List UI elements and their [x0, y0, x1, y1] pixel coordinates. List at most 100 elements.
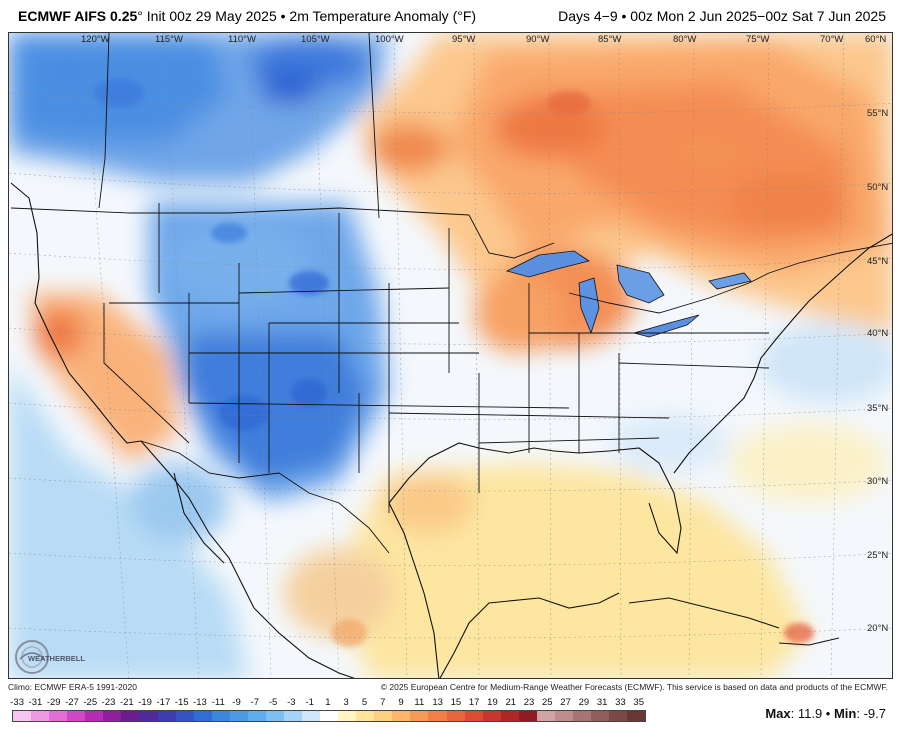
scale-tick-label: 27: [560, 697, 571, 708]
max-value: 11.9: [797, 706, 823, 721]
scale-swatch: [211, 711, 230, 721]
scale-swatch: [482, 711, 501, 721]
scale-tick-label: -25: [83, 697, 98, 708]
lat-label: 35°N: [867, 403, 888, 414]
lon-label: 90°W: [526, 34, 549, 45]
min-value: -9.7: [863, 706, 886, 721]
scale-tick-label: -31: [28, 697, 43, 708]
attribution-row: Climo: ECMWF ERA-5 1991-2020 © 2025 Euro…: [0, 682, 900, 694]
scale-swatch: [518, 711, 537, 721]
scale-tick-label: -3: [287, 697, 296, 708]
scale-swatch: [85, 711, 104, 721]
weatherbell-logo: WEATHERBELL: [15, 640, 85, 674]
scale-swatch: [554, 711, 573, 721]
lon-label: 85°W: [598, 34, 621, 45]
map-title: ECMWF AIFS 0.25° Init 00z 29 May 2025 • …: [18, 8, 476, 24]
scale-swatch: [283, 711, 302, 721]
scale-tick-label: -27: [65, 697, 79, 708]
scale-tick-label: 17: [468, 697, 480, 708]
scale-swatch: [31, 711, 50, 721]
climo-note: Climo: ECMWF ERA-5 1991-2020: [8, 682, 137, 692]
max-min-readout: Max: 11.9 • Min: -9.7: [765, 706, 886, 721]
scale-swatch: [193, 711, 212, 721]
great-lakes: [505, 250, 752, 338]
min-label: Min: [833, 706, 857, 721]
scale-swatch: [67, 711, 86, 721]
scale-swatch: [428, 711, 447, 721]
scale-swatch: [320, 711, 339, 721]
scale-tick-label: 11: [414, 697, 425, 708]
scale-tick-label: 5: [361, 697, 368, 708]
map-header: ECMWF AIFS 0.25° Init 00z 29 May 2025 • …: [0, 0, 900, 32]
lat-label: 20°N: [867, 623, 888, 634]
scale-swatch: [338, 711, 357, 721]
valid-range: Days 4−9 • 00z Mon 2 Jun 2025−00z Sat 7 …: [558, 8, 886, 24]
lon-label: 95°W: [452, 34, 475, 45]
scale-swatch: [464, 711, 483, 721]
lat-label: 25°N: [867, 550, 888, 561]
latitude-labels: 55°N 50°N 45°N 40°N 35°N 30°N 25°N 20°N: [867, 108, 888, 634]
scale-tick-label: 13: [432, 697, 443, 708]
lon-label: 100°W: [375, 34, 404, 45]
scale-tick-label: 21: [505, 697, 517, 708]
scale-tick-label: -7: [250, 697, 260, 708]
scale-swatch: [139, 711, 158, 721]
scale-tick-label: -17: [156, 697, 171, 708]
scale-swatch: [446, 711, 465, 721]
scale-tick-label: 23: [523, 697, 535, 708]
scale-swatch: [609, 711, 628, 721]
scale-tick-label: -23: [101, 697, 116, 708]
scale-tick-label: -15: [174, 697, 189, 708]
copyright-note: © 2025 European Centre for Medium-Range …: [380, 682, 888, 692]
scale-swatch: [374, 711, 393, 721]
scale-swatch: [13, 711, 32, 721]
scale-swatch: [536, 711, 555, 721]
color-scale: -33 -31 -29 -27 -25 -23 -21 -19 -17 -15 -13 -11 -9 -7…: [8, 697, 648, 737]
scale-tick-label: -1: [305, 697, 314, 708]
borders: [10, 33, 892, 554]
lon-label: 120°W: [81, 34, 110, 45]
lon-label: 115°W: [155, 34, 183, 45]
lon-label: 105°W: [301, 34, 330, 45]
lon-label: 70°W: [820, 34, 843, 45]
graticule: [9, 33, 892, 678]
scale-swatch: [591, 711, 610, 721]
anomaly-map[interactable]: 120°W 115°W 110°W 105°W 100°W 95°W 90°W …: [8, 32, 893, 679]
scale-tick-label: -19: [138, 697, 152, 708]
lat-label: 45°N: [867, 256, 888, 267]
scale-swatch: [247, 711, 266, 721]
scale-swatch: [302, 711, 321, 721]
scale-swatch: [157, 711, 176, 721]
scale-tick-label: 3: [343, 697, 349, 708]
scale-tick-label: 9: [398, 697, 404, 708]
scale-swatch: [103, 711, 122, 721]
scale-tick-label: -33: [10, 697, 24, 708]
scale-tick-label: 31: [596, 697, 608, 708]
scale-swatch: [500, 711, 519, 721]
scale-swatch: [121, 711, 140, 721]
lon-label: 75°W: [746, 34, 769, 45]
scale-tick-label: -21: [119, 697, 134, 708]
scale-swatch: [572, 711, 591, 721]
max-label: Max: [765, 706, 791, 721]
scale-tick-label: 7: [380, 697, 386, 708]
logo-text: WEATHERBELL: [28, 654, 85, 663]
scale-swatch: [265, 711, 284, 721]
lon-label: 110°W: [228, 34, 256, 45]
scale-tick-label: 1: [325, 697, 331, 708]
scale-tick-label: 25: [542, 697, 553, 708]
scale-tick-label: -13: [193, 697, 207, 708]
scale-tick-label: -9: [232, 697, 241, 708]
lat-label: 55°N: [867, 108, 888, 119]
scale-tick-label: 35: [633, 697, 644, 708]
scale-swatch: [175, 711, 194, 721]
scale-swatch: [229, 711, 248, 721]
scale-labels: -33 -31 -29 -27 -25 -23 -21 -19 -17 -15 -13 -11 -9 -7…: [8, 697, 648, 709]
longitude-labels: 120°W 115°W 110°W 105°W 100°W 95°W 90°W …: [81, 34, 886, 45]
scale-tick-label: 33: [615, 697, 626, 708]
scale-swatch: [49, 711, 68, 721]
scale-tick-label: -5: [268, 697, 278, 708]
lat-label-top: 60°N: [865, 34, 886, 45]
scale-tick-label: 15: [450, 697, 462, 708]
lon-label: 80°W: [673, 34, 696, 45]
